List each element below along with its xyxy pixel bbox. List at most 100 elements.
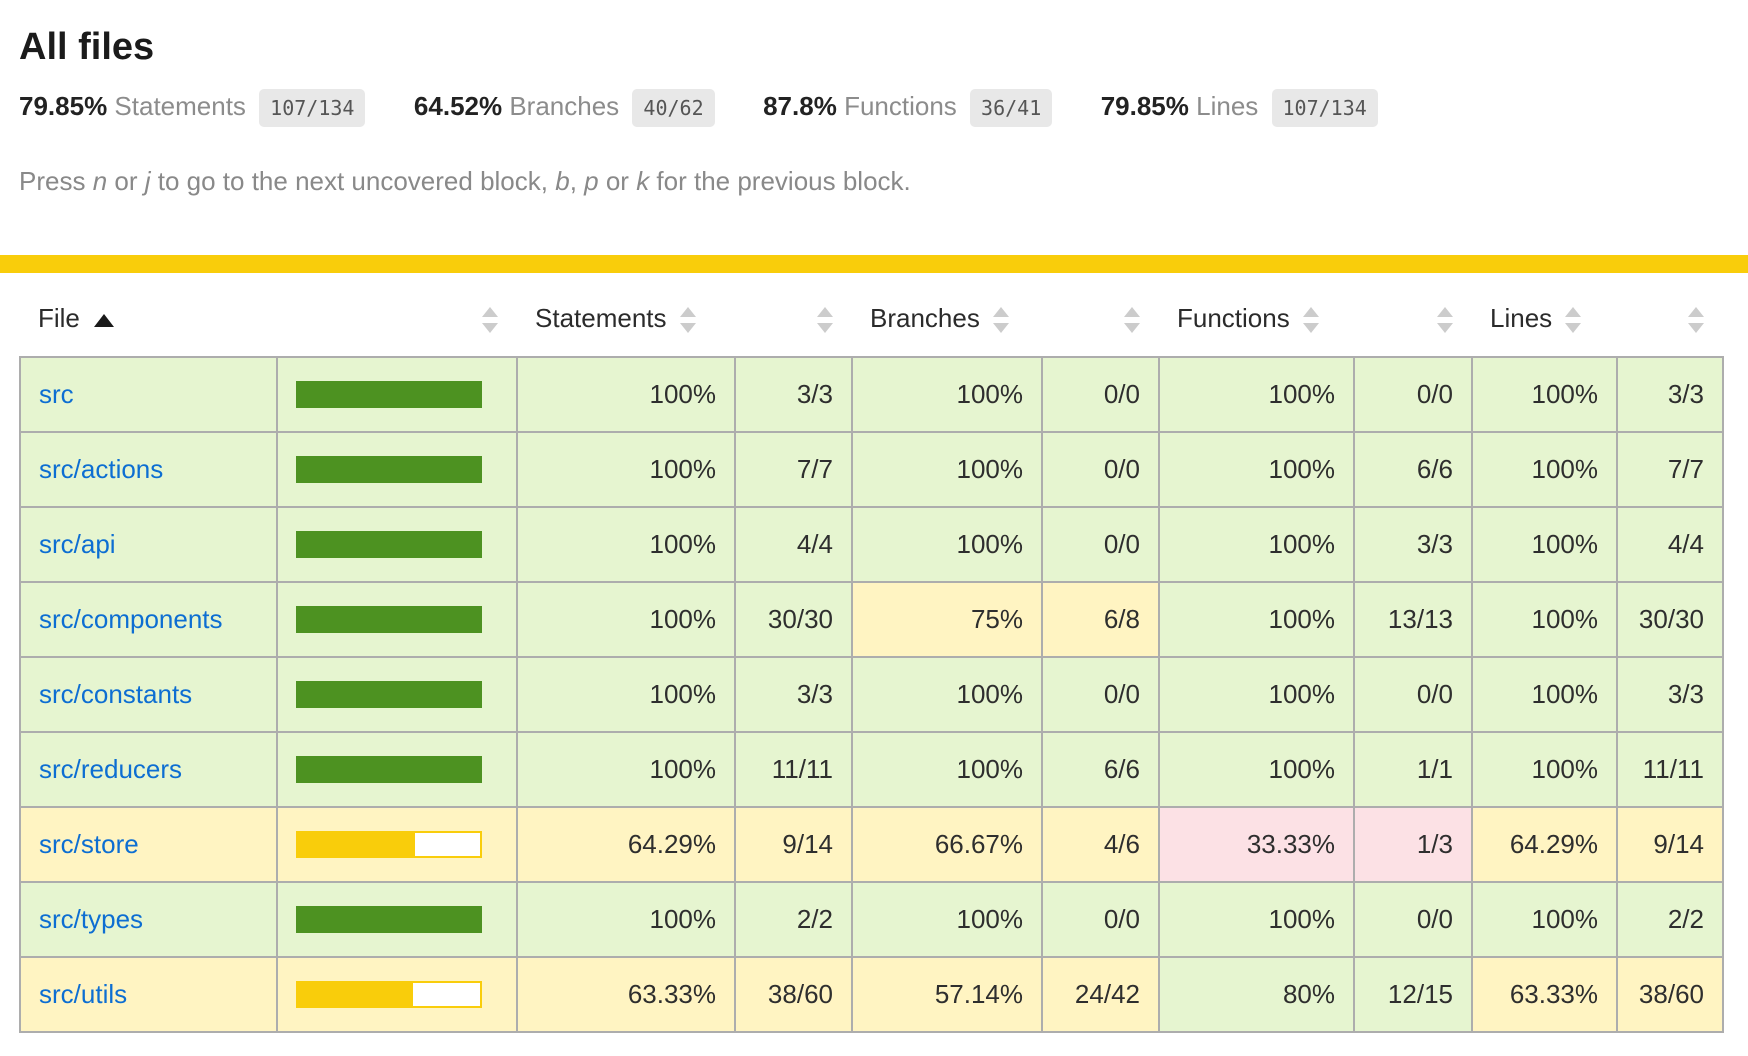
statements-abs-cell: 3/3 (734, 356, 853, 434)
functions-label: Functions (844, 91, 957, 121)
coverage-bar-fill (298, 533, 480, 557)
lines-pct-cell: 100% (1471, 731, 1618, 809)
sorter-icon (1564, 306, 1582, 334)
sorter-icon (992, 306, 1010, 334)
coverage-bar (296, 831, 482, 859)
branches-pct: 64.52% (413, 91, 503, 121)
coverage-bar (296, 681, 482, 709)
col-header-functions-abs[interactable] (1354, 273, 1472, 357)
functions-abs-cell: 6/6 (1353, 431, 1473, 509)
file-link[interactable]: src/types (39, 904, 144, 935)
lines-pct-cell: 64.29% (1471, 806, 1618, 884)
branches-pct-cell: 100% (851, 356, 1043, 434)
lines-abs-cell: 3/3 (1616, 356, 1724, 434)
header-row: File Statements Branches Functions Lines (20, 273, 1723, 357)
sorter-icon (679, 306, 697, 334)
functions-pct-cell: 100% (1158, 881, 1355, 959)
sort-ascending-icon (93, 313, 114, 327)
key-b: b (555, 166, 570, 196)
file-link[interactable]: src (39, 379, 74, 410)
statements-pct: 79.85% (19, 91, 108, 121)
col-header-statements-abs[interactable] (735, 273, 852, 357)
functions-abs-cell: 3/3 (1353, 506, 1473, 584)
coverage-bar-fill (298, 383, 480, 407)
summary-branches: 64.52% Branches 40/62 (413, 89, 715, 127)
file-cell: src/reducers (19, 731, 278, 809)
functions-pct-cell: 100% (1158, 656, 1355, 734)
statements-pct-cell: 100% (516, 656, 736, 734)
lines-fraction-badge: 107/134 (1271, 89, 1378, 127)
coverage-bar (296, 906, 482, 934)
statements-abs-cell: 30/30 (734, 581, 853, 659)
sorter-icon (1123, 306, 1141, 334)
col-header-functions[interactable]: Functions (1159, 273, 1354, 357)
coverage-bar-fill (298, 983, 414, 1007)
file-link[interactable]: src/actions (39, 454, 164, 485)
file-cell: src/actions (19, 431, 278, 509)
coverage-bar-empty (415, 833, 480, 857)
file-cell: src/constants (19, 656, 278, 734)
statements-abs-cell: 11/11 (734, 731, 853, 809)
file-link[interactable]: src/constants (39, 679, 193, 710)
statements-abs-cell: 4/4 (734, 506, 853, 584)
lines-label: Lines (1196, 91, 1259, 121)
table-row: src/constants 100% 3/3 100% 0/0 100% 0/0… (19, 656, 1724, 734)
key-p: p (584, 166, 599, 196)
key-j: j (144, 166, 151, 196)
functions-pct-cell: 100% (1158, 731, 1355, 809)
sorter-icon (1302, 306, 1320, 334)
coverage-bar-fill (298, 833, 415, 857)
summary-functions: 87.8% Functions 36/41 (763, 89, 1053, 127)
functions-fraction-badge: 36/41 (970, 89, 1053, 127)
file-link[interactable]: src/utils (39, 979, 128, 1010)
sorter-icon (1687, 306, 1705, 334)
key-k: k (636, 166, 650, 196)
statements-fraction-badge: 107/134 (259, 89, 366, 127)
lines-abs-cell: 11/11 (1616, 731, 1724, 809)
col-header-statements[interactable]: Statements (517, 273, 735, 357)
functions-pct-cell: 100% (1158, 431, 1355, 509)
bar-cell (276, 731, 518, 809)
table-row: src/actions 100% 7/7 100% 0/0 100% 6/6 1… (19, 431, 1724, 509)
coverage-bar (296, 756, 482, 784)
file-cell: src/utils (19, 956, 278, 1034)
functions-pct-cell: 100% (1158, 581, 1355, 659)
keyboard-hint: Press n or j to go to the next uncovered… (19, 166, 911, 196)
col-header-lines[interactable]: Lines (1472, 273, 1617, 357)
col-header-branches-abs[interactable] (1042, 273, 1159, 357)
statements-abs-cell: 2/2 (734, 881, 853, 959)
branches-abs-cell: 0/0 (1041, 656, 1160, 734)
statements-pct-cell: 100% (516, 356, 736, 434)
summary-lines: 79.85% Lines 107/134 (1101, 89, 1378, 127)
file-link[interactable]: src/components (39, 604, 223, 635)
coverage-bar (296, 456, 482, 484)
functions-abs-cell: 0/0 (1353, 656, 1473, 734)
lines-abs-cell: 7/7 (1616, 431, 1724, 509)
file-link[interactable]: src/store (39, 829, 139, 860)
lines-abs-cell: 9/14 (1616, 806, 1724, 884)
col-header-branches[interactable]: Branches (852, 273, 1042, 357)
table-row: src/reducers 100% 11/11 100% 6/6 100% 1/… (19, 731, 1724, 809)
col-header-bar[interactable] (277, 273, 517, 357)
coverage-bar (296, 381, 482, 409)
table-row: src/store 64.29% 9/14 66.67% 4/6 33.33% … (19, 806, 1724, 884)
sorter-icon (1436, 306, 1454, 334)
coverage-bar-empty (413, 983, 480, 1007)
file-link[interactable]: src/reducers (39, 754, 183, 785)
file-link[interactable]: src/api (39, 529, 116, 560)
functions-pct-cell: 80% (1158, 956, 1355, 1034)
coverage-bar-fill (298, 608, 480, 632)
bar-cell (276, 881, 518, 959)
statements-pct-cell: 64.29% (516, 806, 736, 884)
bar-cell (276, 506, 518, 584)
statements-label: Statements (114, 91, 246, 121)
col-header-file[interactable]: File (20, 273, 277, 357)
statements-pct-cell: 63.33% (516, 956, 736, 1034)
table-row: src/utils 63.33% 38/60 57.14% 24/42 80% … (19, 956, 1724, 1034)
branches-abs-cell: 6/6 (1041, 731, 1160, 809)
functions-abs-cell: 0/0 (1353, 881, 1473, 959)
col-header-lines-abs[interactable] (1617, 273, 1723, 357)
lines-abs-cell: 2/2 (1616, 881, 1724, 959)
sorter-icon (481, 306, 499, 334)
branches-abs-cell: 0/0 (1041, 356, 1160, 434)
